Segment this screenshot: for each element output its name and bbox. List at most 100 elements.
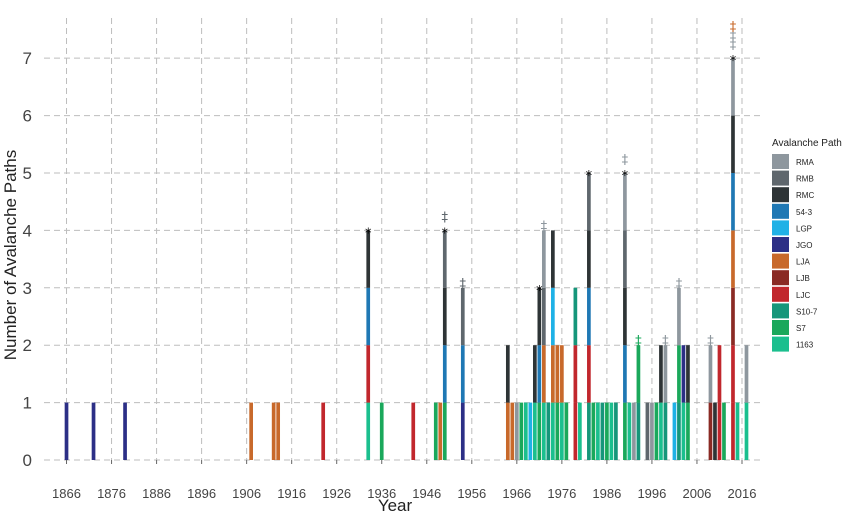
bar-annotation: ‡ <box>730 38 737 53</box>
bar-segment-2002-s7 <box>677 345 681 403</box>
bar-segment-2009-rma <box>708 345 713 403</box>
legend-swatch-1163 <box>772 336 789 352</box>
bar-annotation: ‡ <box>730 20 737 35</box>
legend-swatch-ljb <box>772 270 789 286</box>
legend-label: LJB <box>796 274 810 283</box>
bar-segment-1970-1163 <box>532 402 537 460</box>
bar-segment-1995-rmb <box>645 402 650 460</box>
bar-segment-1966-rma <box>514 402 519 460</box>
bar-segment-1879-jgo <box>123 402 127 460</box>
bar-segment-2014-ljc <box>731 402 735 460</box>
x-tick-label: 1996 <box>637 486 666 501</box>
bar-segment-1943-ljc <box>411 402 416 460</box>
bar-segment-1972-rma <box>542 230 546 288</box>
bar-segment-1974-lja <box>551 345 555 403</box>
bar-segment-1950-rmc <box>442 287 447 346</box>
bar-segment-1985-s10-7 <box>600 402 605 460</box>
x-tick-label: 2006 <box>682 486 711 501</box>
bar-segment-1964-lja <box>505 402 510 460</box>
legend-swatch-lgp <box>772 220 789 236</box>
bar-segment-1990-rmc <box>623 287 627 346</box>
bar-segment-1954-rmb <box>460 287 465 346</box>
bar-segment-1990-rma <box>623 172 627 231</box>
bar-segment-1980-1163 <box>578 402 582 460</box>
bar-segment-1990-s7 <box>623 402 627 460</box>
bar-segment-1949-lja <box>438 402 443 460</box>
bar-segment-1986-s7 <box>605 402 609 460</box>
x-tick-label: 1966 <box>502 486 531 501</box>
bar-segment-1979-s10-7 <box>573 287 578 346</box>
bar-segment-1983-s7 <box>591 402 596 460</box>
bar-segment-2014-lja <box>731 230 735 288</box>
legend-label: 54-3 <box>796 208 813 217</box>
legend-swatch-rma <box>772 154 789 169</box>
x-tick-label: 1976 <box>547 486 576 501</box>
legend-swatch-rmc <box>772 187 789 203</box>
bar-segment-1975-lja <box>555 345 560 403</box>
x-axis-title: Year <box>378 496 413 515</box>
bar-segment-1933-rmc <box>366 230 371 288</box>
bar-segment-1923-ljc <box>321 402 326 460</box>
legend-swatch-54-3 <box>772 203 789 219</box>
bar-segment-1968-1163 <box>523 402 528 460</box>
bar-segment-1954-jgo <box>460 402 465 460</box>
bar-annotation: * <box>730 54 737 69</box>
x-axis-ticks: 1866 1876 1886 1896 1906 1916 1926 1936 1946 1956… <box>52 460 756 501</box>
bar-segment-1974-lgp <box>551 287 555 346</box>
bar-segment-1982-rmc <box>587 230 591 288</box>
bar-segment-2003-1163 <box>681 402 686 460</box>
bar-annotation: ‡ <box>622 153 629 168</box>
x-tick-label: 1886 <box>142 486 171 501</box>
bar-segment-1936-s7 <box>379 402 384 460</box>
bar-segment-1972-1163 <box>542 402 546 460</box>
legend-swatch-rmb <box>772 170 789 186</box>
bar-segment-1950-rmb <box>442 230 447 288</box>
x-tick-label: 1936 <box>367 486 396 501</box>
legend-label: RMC <box>796 191 814 200</box>
bar-segment-1975-s7 <box>555 402 560 460</box>
bar-annotation: ‡ <box>460 277 467 292</box>
bar-segment-1913-lja <box>276 402 281 460</box>
bar-segment-2004-s7 <box>686 402 690 460</box>
bar-segment-1988-s10-7 <box>614 402 618 460</box>
legend-swatch-s7 <box>772 320 789 335</box>
bar-segment-1990-54-3 <box>623 345 627 403</box>
bar-segment-1872-jgo <box>91 402 96 460</box>
bar-annotation: ‡ <box>676 277 683 292</box>
bar-segment-1976-lja <box>560 345 564 403</box>
bar-segment-1997-s7 <box>654 402 659 460</box>
bar-segment-2014-ljc <box>731 345 735 403</box>
bar-segment-1965-lja <box>510 402 515 460</box>
bar-segment-1950-s7 <box>442 402 447 460</box>
bar-segment-1979-ljc <box>573 345 578 403</box>
bar-segment-1971-s7 <box>537 402 542 460</box>
bar-segment-1992-rma <box>632 402 636 460</box>
bar-annotation: * <box>442 226 449 241</box>
legend-swatch-ljc <box>772 286 789 302</box>
legend-label: S7 <box>796 324 806 333</box>
bar-segment-2009-ljb <box>708 402 713 460</box>
bar-segment-1964-rmc <box>505 345 510 403</box>
bar-segment-2001-lgp <box>672 402 677 460</box>
y-tick-label: 6 <box>23 107 32 126</box>
x-tick-label: 1946 <box>412 486 441 501</box>
bar-segment-2012-s7 <box>722 402 726 460</box>
bar-segment-1974-1163 <box>551 402 555 460</box>
bar-segment-1972-lja <box>542 345 546 403</box>
bar-segment-1990-rmb <box>623 230 627 288</box>
bar-segment-2014-rmc <box>731 115 735 173</box>
bar-segment-1969-lgp <box>528 402 533 460</box>
x-tick-label: 1906 <box>232 486 261 501</box>
bar-segment-1976-1163 <box>560 402 564 460</box>
bar-segment-1991-1163 <box>627 402 632 460</box>
x-tick-label: 2016 <box>728 486 757 501</box>
bar-segment-1972-rmb <box>542 287 546 346</box>
bar-segment-1982-ljc <box>587 345 591 403</box>
bar-segment-1987-1163 <box>609 402 614 460</box>
bar-annotation: ‡ <box>730 29 737 44</box>
bar-segment-2010-rmc <box>713 402 717 460</box>
bar-segment-1982-54-3 <box>587 287 591 346</box>
y-tick-label: 5 <box>23 164 32 183</box>
legend-label: LGP <box>796 224 812 233</box>
bar-segment-1974-rmc <box>551 230 555 288</box>
